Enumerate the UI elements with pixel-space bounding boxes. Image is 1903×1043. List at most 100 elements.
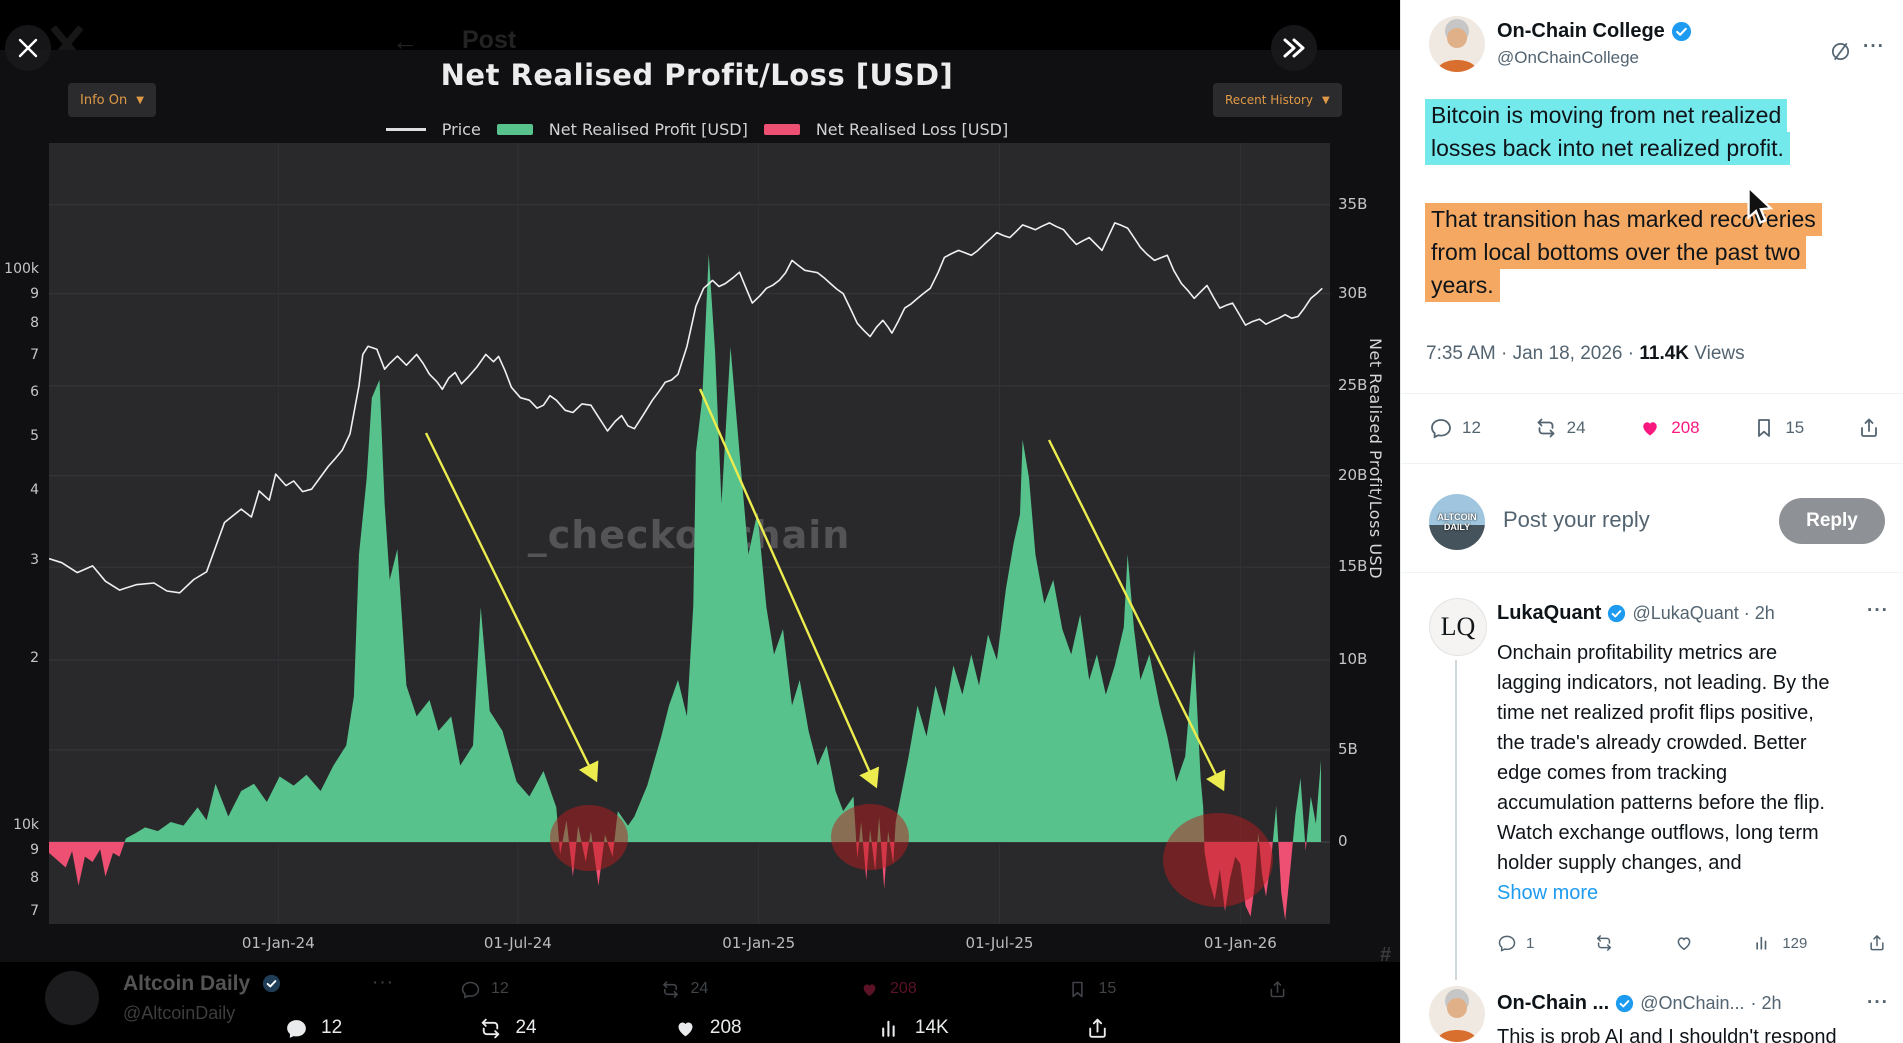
show-more-link[interactable]: Show more <box>1497 882 1599 904</box>
reply-line: lagging indicators, not leading. By the <box>1497 672 1830 694</box>
nrpl-axis: 35B 30B 25B 20B 15B 10B 5B 0 <box>1336 143 1396 924</box>
views-button[interactable]: 14K <box>878 1016 949 1041</box>
like-button[interactable]: 208 <box>673 1016 742 1041</box>
repost-button[interactable] <box>1594 933 1614 953</box>
axis-tick: 01-Jan-25 <box>722 934 796 952</box>
price-line-swatch <box>385 128 426 131</box>
axis-tick: 100k <box>4 261 39 278</box>
reply-display-name[interactable]: On-Chain ... <box>1497 992 1610 1014</box>
heart-icon <box>1638 416 1662 440</box>
dim-more-dots: ··· <box>372 972 394 993</box>
more-button[interactable]: ··· <box>1867 992 1889 1013</box>
price-axis: 100k 9 8 7 6 5 4 3 2 10k 9 8 7 <box>0 143 43 924</box>
reply-display-name[interactable]: LukaQuant <box>1497 602 1602 624</box>
axis-tick: 3 <box>30 551 39 568</box>
tweet-detail-panel: On-Chain College ··· @OnChainCollege Bit… <box>1400 0 1903 1043</box>
info-on-label: Info On <box>80 92 128 108</box>
views-count: 11.4K <box>1639 343 1690 364</box>
reply-line: edge comes from tracking <box>1497 762 1728 784</box>
tweet-line: from local bottoms over the past two <box>1425 236 1807 269</box>
avatar-monogram: LQ <box>1440 612 1476 641</box>
comment-icon <box>1429 416 1453 440</box>
tweet-action-bar: 12 24 208 15 <box>1429 408 1881 448</box>
chevron-down-icon: ▼ <box>136 94 144 106</box>
reply-line: the trade's already crowded. Better <box>1497 732 1807 754</box>
reply-line: holder supply changes, and <box>1497 852 1742 874</box>
reply-line: Watch exchange outflows, long term <box>1497 822 1819 844</box>
reply-input[interactable]: Post your reply <box>1503 507 1650 532</box>
verified-badge-icon <box>1607 604 1626 623</box>
more-button[interactable]: ··· <box>1867 600 1889 621</box>
loss-swatch <box>763 124 800 135</box>
timestamp: 7:35 AM · Jan 18, 2026 · 11.4K Views <box>1426 343 1745 365</box>
reply-avatar[interactable] <box>1429 986 1485 1042</box>
dim-like: 208 <box>859 979 917 1000</box>
tweet-text: Bitcoin is moving from net realized loss… <box>1425 99 1822 302</box>
dim-post-handle: @AltcoinDaily <box>123 1003 236 1023</box>
axis-tick: 01-Jan-26 <box>1203 934 1277 952</box>
divider <box>1401 463 1903 464</box>
axis-tick: 35B <box>1338 194 1368 213</box>
axis-tick: 9 <box>30 286 39 303</box>
avatar-text: DAILY <box>1443 522 1471 532</box>
dim-post-name: Altcoin Daily <box>123 972 251 995</box>
like-button[interactable] <box>1674 933 1694 953</box>
close-button[interactable] <box>5 25 51 71</box>
comment-icon <box>1497 933 1517 953</box>
date-axis: 01-Jan-24 01-Jul-24 01-Jan-25 01-Jul-25 01-J… <box>49 932 1330 956</box>
bookmark-button[interactable]: 15 <box>1752 416 1804 440</box>
axis-tick: 0 <box>1338 831 1348 850</box>
chart-canvas <box>49 143 1330 924</box>
double-chevron-right-icon <box>1283 38 1305 58</box>
reply-submit-button[interactable]: Reply <box>1779 498 1885 544</box>
dim-bookmark: 15 <box>1067 979 1116 1000</box>
axis-tick: 4 <box>30 482 39 499</box>
bar-chart-icon <box>1753 933 1773 953</box>
handle[interactable]: @OnChainCollege <box>1497 48 1640 67</box>
reply-line: accumulation patterns before the flip. <box>1497 792 1825 814</box>
share-icon <box>1867 933 1887 953</box>
reply-button[interactable]: 1 <box>1497 933 1534 953</box>
right-axis-title: Net Realised Profit/Loss USD <box>1366 338 1385 580</box>
verified-badge-dimmed <box>262 974 281 993</box>
repost-button[interactable]: 24 <box>478 1016 537 1041</box>
display-name[interactable]: On-Chain College <box>1497 20 1665 42</box>
bookmark-icon <box>1752 416 1776 440</box>
axis-tick: 01-Jul-24 <box>483 934 552 952</box>
reply-handle[interactable]: @OnChain... <box>1640 993 1745 1013</box>
reply-line: time net realized profit flips positive, <box>1497 702 1814 724</box>
reply-button[interactable]: 12 <box>1429 416 1481 440</box>
axis-tick: 01-Jul-25 <box>965 934 1034 952</box>
verified-badge-icon <box>1671 21 1692 42</box>
repost-button[interactable]: 24 <box>1534 416 1586 440</box>
like-button[interactable]: 208 <box>1638 416 1700 440</box>
views-button[interactable]: 129 <box>1753 933 1807 953</box>
reply-line: Onchain profitability metrics are <box>1497 642 1778 664</box>
avatar[interactable] <box>1429 16 1485 72</box>
thread-line <box>1455 660 1457 980</box>
more-button[interactable]: ··· <box>1863 36 1885 57</box>
reply-avatar[interactable]: LQ <box>1429 598 1487 656</box>
axis-tick: 8 <box>30 315 39 332</box>
reply-button[interactable]: 12 <box>284 1016 342 1041</box>
share-button[interactable] <box>1857 416 1881 440</box>
info-on-dropdown[interactable]: Info On ▼ <box>68 83 156 117</box>
reply-text: This is prob AI and I shouldn't respond <box>1497 1026 1837 1043</box>
axis-tick: 5B <box>1338 739 1358 758</box>
composer-avatar: ALTCOIN DAILY <box>1429 494 1485 550</box>
legend-loss: Net Realised Loss [USD] <box>815 120 1009 139</box>
heart-icon <box>1674 933 1694 953</box>
chart-legend: Price Net Realised Profit [USD] Net Real… <box>0 120 1394 139</box>
reply-meta[interactable]: @LukaQuant · 2h <box>1632 603 1775 623</box>
recent-history-dropdown[interactable]: Recent History ▼ <box>1213 83 1342 117</box>
recent-history-label: Recent History <box>1225 93 1313 107</box>
axis-tick: 01-Jan-24 <box>241 934 315 952</box>
share-button[interactable] <box>1867 933 1887 953</box>
next-image-button[interactable] <box>1271 25 1317 71</box>
chart-title: Net Realised Profit/Loss [USD] <box>440 58 954 92</box>
share-button[interactable] <box>1085 1016 1110 1041</box>
reply-action-bar: 1 129 <box>1497 928 1887 958</box>
share-icon <box>1857 416 1881 440</box>
grok-icon[interactable] <box>1829 40 1852 63</box>
